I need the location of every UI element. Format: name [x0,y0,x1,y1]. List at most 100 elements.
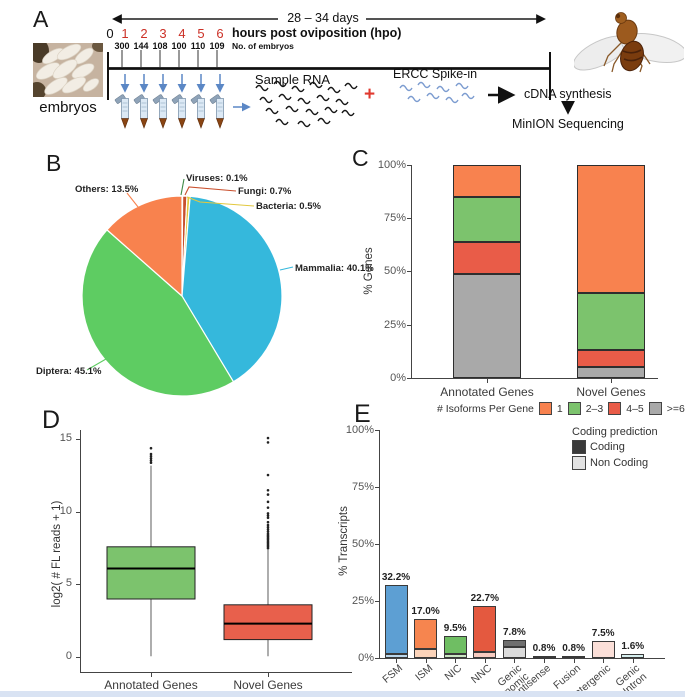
c-ytick-0: 0% [390,372,406,384]
d-outlier-novel [266,523,270,527]
c-tick [407,218,411,219]
e-xtick [603,659,605,663]
c-bar-annotated-segment-1 [453,165,521,197]
e-bar-4-coding [502,640,526,647]
leader-line-diptera [86,358,107,371]
pie-label-bacteria: Bacteria: 0.5% [256,201,321,212]
pie-label-fungi: Fungi: 0.7% [238,186,292,197]
e-bar-4-non-coding [502,647,526,658]
e-bar-value-label: 1.6% [621,641,645,653]
c-bar-annotated-segment-4–5 [453,241,521,274]
c-xtick [611,379,612,383]
sample-tubes [114,93,224,129]
d-outlier-novel [266,528,270,531]
d-tick [76,439,80,440]
panel-a-diagram [107,14,575,129]
leader-line-bacteria [186,196,255,207]
panel-b-label: B [46,150,62,176]
pie-leader-lines [86,178,294,371]
coding-label: Coding [590,441,625,453]
d-outlier-novel [266,516,270,520]
e-x-axis [379,658,665,659]
embryo-count-1: 300 [114,41,130,51]
legend-swatch-ge6 [648,402,662,415]
e-tick [375,487,379,488]
c-bar-annotated-segment->=6 [453,273,521,378]
d-outlier-novel [266,514,270,517]
d-outlier-novel [266,532,270,536]
e-tick [375,601,379,602]
d-ytick-0: 0 [65,650,72,662]
d-x-axis [80,672,352,673]
c-bar-novel-segment-1 [577,165,645,293]
e-bar-value-label: 0.8% [562,643,585,655]
embryos-photo [33,43,103,97]
e-bar-6-coding [562,656,586,659]
e-bar-7-non-coding [591,640,615,658]
d-outlier-novel [266,488,270,492]
e-bar-value-label: 17.0% [411,606,440,618]
e-bar-2-coding [443,636,467,654]
e-ytick-25: 25% [351,595,374,607]
sample-rna-label: Sample RNA [254,72,331,87]
minion-label: MinION Sequencing [512,117,624,131]
c-tick [407,378,411,379]
c-ytick-25: 25% [383,319,406,331]
d-ytick-5: 5 [65,577,72,589]
embryo-count-4: 100 [171,41,187,51]
duration-label: 28 – 34 days [287,11,359,25]
e-ytick-0: 0% [358,652,374,664]
e-bar-value-label: 7.5% [591,627,615,639]
d-outlier-novel [266,473,270,477]
e-bar-value-label: 7.8% [502,627,526,639]
embryo-count-3: 108 [152,41,168,51]
embryos-caption: embryos [39,99,97,116]
sampling-arrows [120,74,251,112]
e-tick [375,544,379,545]
pie-label-viruses: Viruses: 0.1% [186,173,248,184]
d-xlabel-annotated: Annotated Genes [104,678,198,692]
timepoint-6: 6 [216,26,224,41]
c-bar-annotated-segment-2–3 [453,197,521,242]
embryo-count-2: 144 [133,41,149,51]
legend-label-2-3: 2–3 [585,402,604,415]
noncoding-swatch [572,456,586,470]
timeline-title: hours post oviposition (hpo) [232,26,402,40]
c-xlabel-annotated: Annotated Genes [440,385,534,399]
d-outlier-novel [266,530,270,533]
c-bar-novel-segment->=6 [577,367,645,379]
d-outlier-novel [266,506,270,509]
embryo-counts-label: No. of embryos [232,41,294,51]
panel-a-label: A [33,6,49,32]
d-outlier-annotated [149,452,153,456]
d-outlier-novel [266,493,270,496]
d-tick [76,512,80,513]
d-outlier-annotated [149,457,153,460]
e-bar-8-non-coding [621,654,645,658]
d-xlabel-novel: Novel Genes [233,678,303,692]
cdna-label: cDNA synthesis [524,87,612,101]
ercc-squiggles [399,81,475,104]
c-y-axis [411,165,412,379]
page-bottom-strip [0,691,685,697]
d-outlier-novel [266,512,270,515]
c-tick [407,325,411,326]
timepoint-3: 3 [159,26,167,41]
embryo-count-6: 109 [209,41,225,51]
plus-sign: + [364,84,376,105]
e-xtick [425,659,427,663]
e-bar-3-non-coding [473,652,497,658]
d-box-novel [223,604,313,641]
e-bar-0-coding [384,584,408,654]
c-xtick [487,379,488,383]
pie-label-diptera: Diptera: 45.1% [36,366,102,377]
isoforms-legend-title: # Isoforms Per Gene [437,402,534,415]
d-ytick-15: 15 [59,432,72,444]
adult-fly-photo [574,12,684,73]
e-bar-value-label: 0.8% [532,643,556,655]
panel-d-label: D [42,406,61,434]
embryo-count-5: 110 [190,41,206,51]
d-xtick [151,673,152,677]
c-bar-novel-segment-2–3 [577,292,645,351]
timepoint-4: 4 [178,26,186,41]
